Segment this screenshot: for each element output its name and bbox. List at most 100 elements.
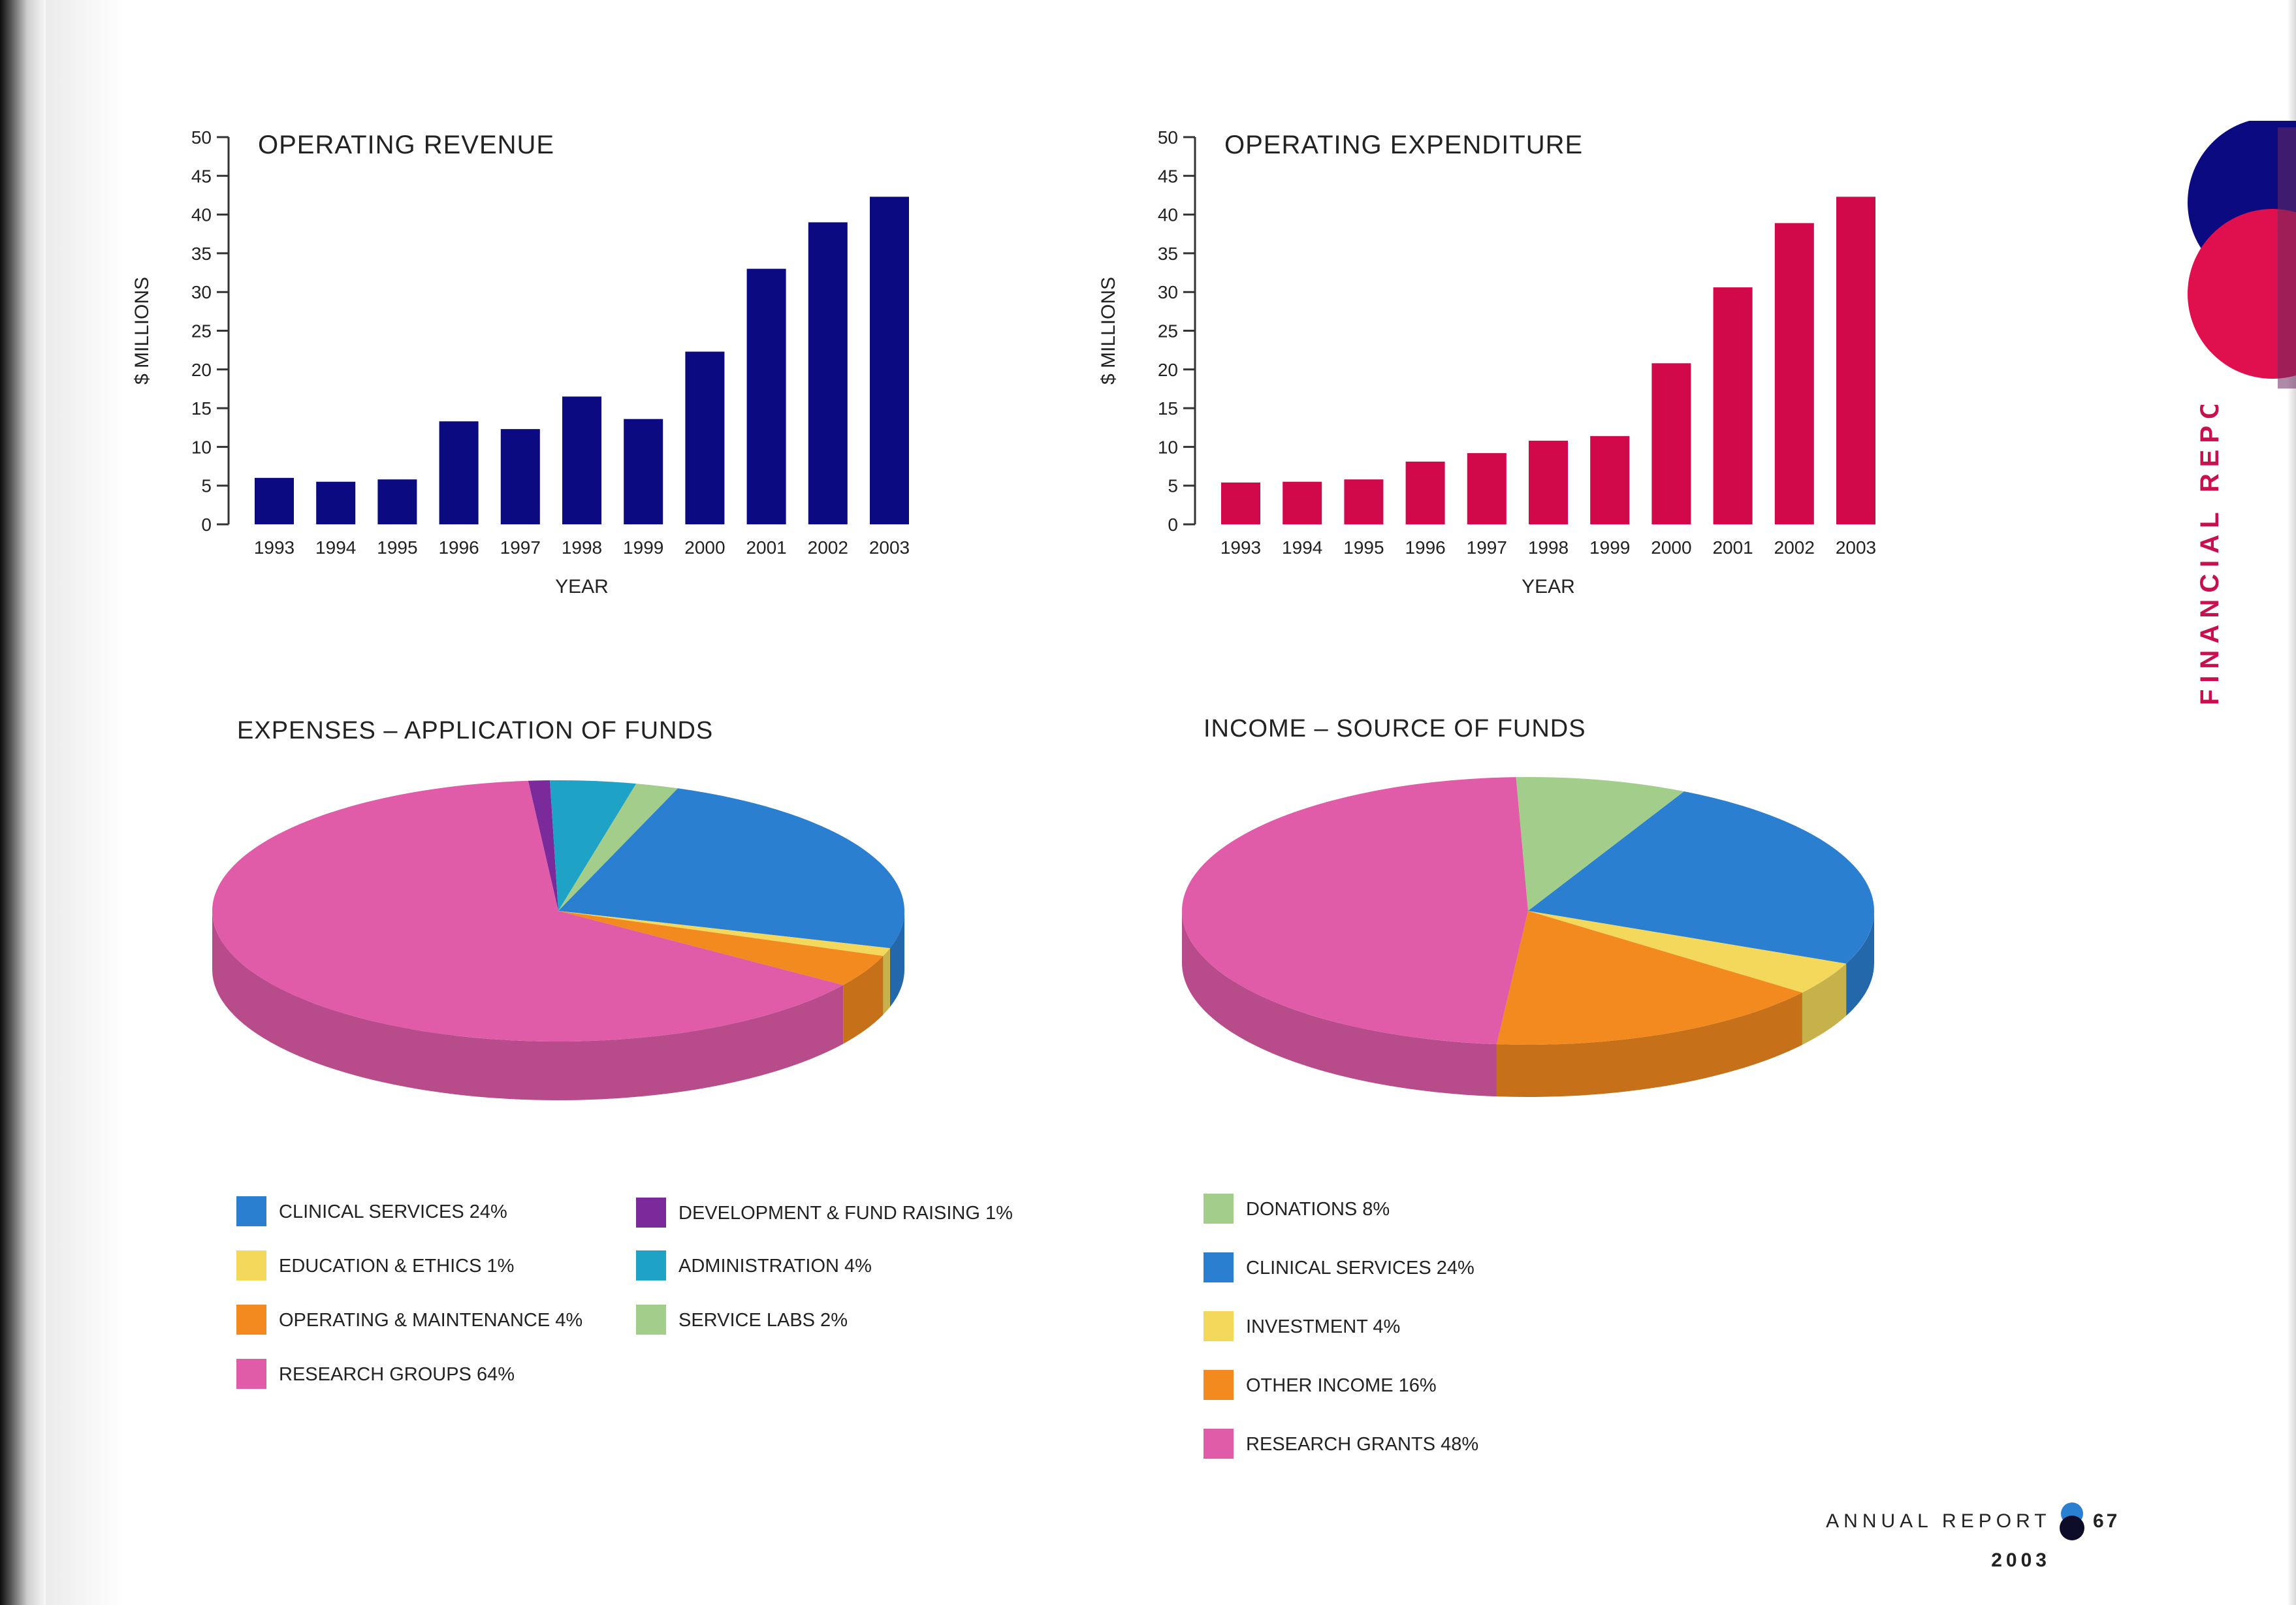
chart-title: OPERATING EXPENDITURE <box>1224 131 1583 159</box>
pie-slice-donations <box>1516 777 1684 911</box>
x-tick-label: 2000 <box>1651 537 1691 558</box>
y-tick-label: 30 <box>191 282 212 302</box>
bar-1995 <box>1344 479 1384 524</box>
chart-title: OPERATING REVENUE <box>258 131 554 159</box>
y-tick-label: 15 <box>191 398 212 419</box>
legend-swatch <box>1204 1252 1234 1282</box>
expenses-title: EXPENSES – APPLICATION OF FUNDS <box>237 717 714 744</box>
y-tick-label: 50 <box>191 127 212 148</box>
pie-slice-administration <box>550 780 637 911</box>
y-tick-label: 40 <box>1158 205 1178 225</box>
bar-1998 <box>562 396 601 524</box>
pie-slice-clinical-services <box>558 788 904 949</box>
legend-label: CLINICAL SERVICES 24% <box>1246 1258 1475 1279</box>
x-tick-label: 2002 <box>808 537 848 558</box>
x-tick-label: 1994 <box>315 537 356 558</box>
x-tick-label: 1996 <box>438 537 479 558</box>
pie-side-clinical-services <box>889 911 904 1008</box>
x-tick-label: 1999 <box>1589 537 1630 558</box>
x-tick-label: 1993 <box>254 537 295 558</box>
y-axis-label: $ MILLIONS <box>131 277 153 385</box>
income-title: INCOME – SOURCE OF FUNDS <box>1204 715 1586 742</box>
pie-slice-service-labs <box>558 784 678 911</box>
pie-slice-research-groups <box>212 780 844 1041</box>
pie-slice-development-fund-raising <box>528 780 558 911</box>
revenue-bar-chart: 0 5 10 15 20 25 30 35 40 45 50 $ MILLIONS OPERATING … <box>131 127 910 597</box>
y-tick-label: 10 <box>1158 437 1178 457</box>
bar-2002 <box>808 222 848 524</box>
bar-1994 <box>316 481 356 524</box>
footer: ANNUAL REPORT 2003 <box>1763 1502 2050 1571</box>
pie-slice-clinical-services <box>1528 791 1874 964</box>
book-gutter <box>0 0 46 1605</box>
expenses-pie-panel: EXPENSES – APPLICATION OF FUNDS <box>209 705 966 1123</box>
y-tick-label: 35 <box>1158 244 1178 264</box>
pie-slice-operating-maintenance <box>558 911 884 985</box>
income-pie-chart <box>1181 777 1874 1097</box>
y-tick-label: 25 <box>1158 321 1178 342</box>
bar-1993 <box>1221 482 1260 524</box>
legend-label: CLINICAL SERVICES 24% <box>279 1201 507 1222</box>
y-tick-label: 5 <box>1168 476 1178 496</box>
x-tick-label: 1993 <box>1220 537 1261 558</box>
x-tick-label: 1995 <box>377 537 417 558</box>
x-tick-label: 1999 <box>623 537 663 558</box>
legend-swatch <box>636 1198 666 1228</box>
y-tick-label: 30 <box>1158 282 1178 302</box>
y-tick-label: 10 <box>191 437 212 457</box>
page-shadow <box>46 0 124 1605</box>
y-tick-label: 0 <box>201 515 212 535</box>
pie-slice-education-ethics <box>558 911 890 957</box>
legend-swatch <box>236 1196 266 1226</box>
legend-label: DEVELOPMENT & FUND RAISING 1% <box>678 1203 1013 1224</box>
bar-2001 <box>746 268 786 524</box>
footer-year: 2003 <box>1991 1549 2050 1571</box>
pie-side-research-groups <box>212 911 844 1100</box>
legend-swatch <box>236 1250 266 1280</box>
x-tick-label: 2000 <box>684 537 725 558</box>
expenses-pie-chart <box>212 780 904 1100</box>
page-edge <box>2287 0 2296 1605</box>
y-tick-label: 0 <box>1168 515 1178 535</box>
bar-1998 <box>1529 440 1568 524</box>
legend-label: OPERATING & MAINTENANCE 4% <box>279 1310 583 1331</box>
pie-side-investment <box>1802 963 1847 1045</box>
x-tick-label: 1995 <box>1343 537 1384 558</box>
bar-1993 <box>255 477 294 524</box>
side-title-text: FINANCIAL REPORT <box>2195 405 2224 705</box>
pie-side-other-income <box>1496 993 1802 1097</box>
legend-swatch <box>1204 1311 1234 1341</box>
x-tick-label: 2002 <box>1774 537 1815 558</box>
legend-swatch <box>636 1305 666 1335</box>
bar-1996 <box>1405 461 1445 524</box>
x-tick-label: 1997 <box>500 537 541 558</box>
bar-1999 <box>1590 436 1630 524</box>
x-axis-label: YEAR <box>555 576 609 597</box>
y-tick-label: 15 <box>1158 398 1178 419</box>
income-legend: DONATIONS 8% CLINICAL SERVICES 24% INVES… <box>1204 1194 1595 1468</box>
x-tick-label: 2003 <box>869 537 910 558</box>
y-axis-label: $ MILLIONS <box>1098 277 1119 385</box>
y-tick-label: 20 <box>191 360 212 380</box>
side-title: FINANCIAL REPORT <box>2195 405 2224 705</box>
pie-side-clinical-services <box>1846 911 1874 1016</box>
bar-1999 <box>624 419 663 524</box>
pie-side-operating-maintenance <box>843 956 884 1044</box>
legend-swatch <box>236 1305 266 1335</box>
legend-label: RESEARCH GROUPS 64% <box>279 1364 515 1385</box>
x-tick-label: 1994 <box>1282 537 1322 558</box>
legend-label: ADMINISTRATION 4% <box>678 1256 872 1277</box>
expenses-legend: CLINICAL SERVICES 24% EDUCATION & ETHICS… <box>236 1196 1020 1392</box>
income-pie-panel: INCOME – SOURCE OF FUNDS <box>1175 705 1933 1123</box>
x-tick-label: 2001 <box>746 537 786 558</box>
bar-2002 <box>1774 223 1814 524</box>
y-tick-label: 45 <box>1158 166 1178 186</box>
expenditure-bar-chart: 0 5 10 15 20 25 30 35 40 45 50 $ MILLIONS OPERATING … <box>1098 127 1876 597</box>
legend-swatch <box>1204 1194 1234 1224</box>
bar-1997 <box>1467 453 1507 524</box>
legend-label: DONATIONS 8% <box>1246 1199 1390 1220</box>
revenue-chart-panel: 0 5 10 15 20 25 30 35 40 45 50 $ MILLIONS OPERATING … <box>118 111 940 620</box>
pie-side-education-ethics <box>883 948 890 1015</box>
x-axis-label: YEAR <box>1522 576 1575 597</box>
legend-label: RESEARCH GRANTS 48% <box>1246 1434 1479 1455</box>
